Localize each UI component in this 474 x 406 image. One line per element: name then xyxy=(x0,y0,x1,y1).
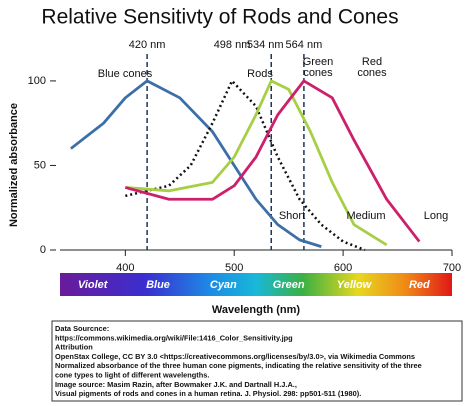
x-tick-label: 400 xyxy=(116,262,134,274)
series-line xyxy=(70,79,322,248)
annotation: Medium xyxy=(346,210,385,222)
source-line: cone types to light of different wavelen… xyxy=(55,371,209,380)
spectrum-bar xyxy=(60,273,452,296)
spectrum-label: Cyan xyxy=(210,279,237,291)
y-axis-title: Normalized absorbance xyxy=(8,103,20,227)
x-tick-label: 700 xyxy=(443,262,461,274)
spectrum-label: Violet xyxy=(78,279,109,291)
source-line: Image source: Masim Razin, after Bowmake… xyxy=(55,380,297,389)
source-box xyxy=(51,320,463,402)
series-label: Blue cones xyxy=(98,68,153,80)
spectrum-label: Red xyxy=(409,279,430,291)
peak-label: 420 nm xyxy=(129,39,166,51)
source-line: Normalized absorbance of the three human… xyxy=(55,361,422,370)
series-label: Red cones xyxy=(357,56,387,79)
spectrum-label: Blue xyxy=(146,279,170,291)
series-line xyxy=(124,79,421,243)
source-line: Visual pigments of rods and cones in a h… xyxy=(55,389,361,398)
annotation: Long xyxy=(424,210,448,222)
series-label: Green cones xyxy=(303,56,334,79)
source-line: https://commons.wikimedia.org/wiki/File:… xyxy=(55,333,293,342)
peak-label: 498 nm xyxy=(214,39,251,51)
spectrum-label: Yellow xyxy=(337,279,373,291)
source-line: Data Sourcnce: xyxy=(55,324,109,333)
peak-label: 534 nm xyxy=(247,39,284,51)
series-line xyxy=(125,79,366,252)
source-line: Attribution xyxy=(55,343,93,352)
source-line: OpenStax College, CC BY 3.0 <https://cre… xyxy=(55,352,415,361)
x-tick-label: 600 xyxy=(334,262,352,274)
series-line xyxy=(125,79,388,247)
x-tick-label: 500 xyxy=(225,262,243,274)
annotation: Short xyxy=(279,210,305,222)
y-tick-label: 100 xyxy=(28,75,46,87)
peak-label: 564 nm xyxy=(286,39,323,51)
x-axis-title: Wavelength (nm) xyxy=(212,304,301,316)
series-label: Rods xyxy=(247,68,273,80)
chart-title: Relative Sensitivty of Rods and Cones xyxy=(41,6,398,29)
spectrum-label: Green xyxy=(273,279,305,291)
y-tick-label: 50 xyxy=(34,159,46,171)
y-tick-label: 0 xyxy=(40,244,46,256)
